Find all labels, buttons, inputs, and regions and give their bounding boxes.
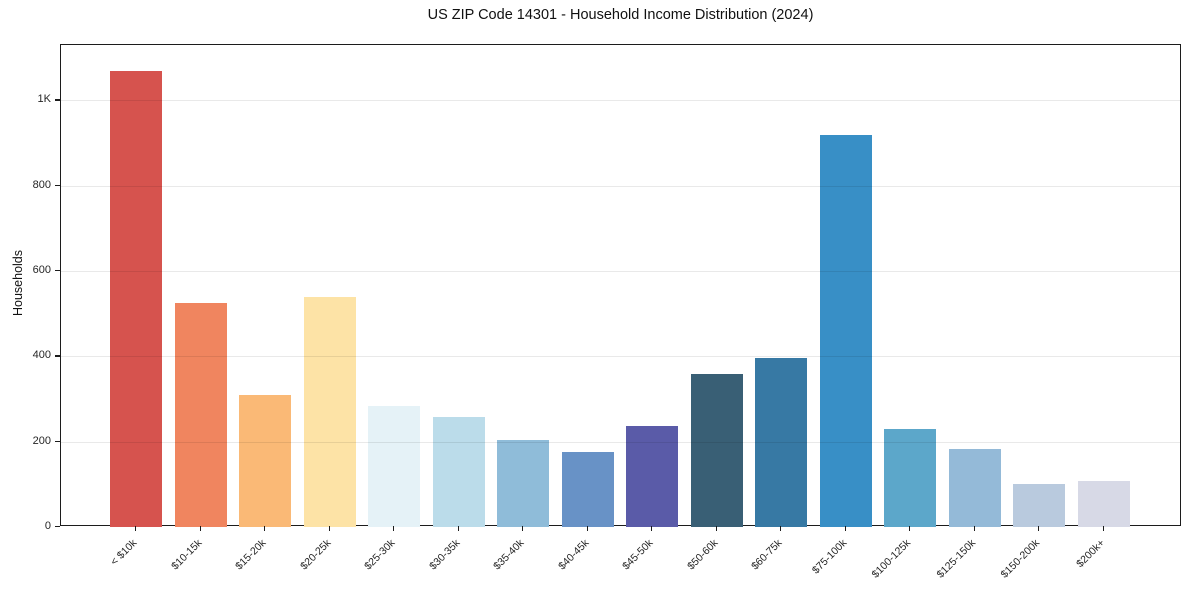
y-tick-mark: [55, 526, 60, 528]
x-tick-label: $25-30k: [362, 537, 398, 573]
y-tick-mark: [55, 270, 60, 272]
x-tick-mark: [909, 526, 911, 531]
bar-$125-150k: [948, 448, 1001, 527]
x-tick-label: $15-20k: [233, 537, 269, 573]
x-tick-label: $100-125k: [870, 537, 914, 581]
x-tick-label: $75-100k: [809, 537, 850, 577]
plot-area: [60, 44, 1181, 527]
bar-$25-30k: [368, 405, 421, 527]
y-tick-mark: [55, 440, 60, 442]
x-tick-label: $20-25k: [297, 537, 334, 573]
x-tick-mark: [1038, 526, 1040, 531]
x-tick-mark: [393, 526, 395, 531]
x-tick-mark: [844, 526, 846, 531]
bar-$50-60k: [690, 373, 743, 527]
bar-$35-40k: [497, 440, 550, 527]
chart-title: US ZIP Code 14301 - Household Income Dis…: [427, 7, 814, 23]
y-tick-mark: [55, 184, 60, 186]
y-tick-mark: [55, 355, 60, 357]
y-tick-label: 800: [32, 178, 51, 191]
gridline-800: [61, 185, 1180, 187]
x-tick-mark: [328, 526, 330, 531]
y-tick-label: 1K: [37, 93, 51, 106]
x-tick-label: $50-60k: [684, 537, 721, 573]
x-tick-mark: [1102, 526, 1104, 531]
bar-$45-50k: [626, 425, 679, 527]
y-tick-mark: [55, 99, 60, 101]
y-tick-label: 400: [32, 349, 51, 362]
x-tick-label: $125-150k: [934, 537, 979, 581]
x-tick-label: $10-15k: [168, 537, 205, 573]
bar-$40-45k: [561, 451, 614, 527]
y-tick-label: 0: [44, 520, 51, 532]
bar-$75-100k: [819, 134, 872, 527]
gridline-600: [61, 271, 1180, 273]
x-tick-label: $150-200k: [998, 537, 1043, 581]
x-tick-label: $30-35k: [426, 537, 463, 573]
x-tick-mark: [264, 526, 266, 531]
x-tick-mark: [586, 526, 588, 531]
bar-$150-200k: [1013, 484, 1066, 527]
x-tick-mark: [457, 526, 459, 531]
x-tick-mark: [522, 526, 524, 531]
bar-$10-15k: [174, 303, 227, 527]
x-tick-mark: [973, 526, 975, 531]
x-tick-label: < $10k: [108, 537, 140, 568]
x-tick-label: $60-75k: [749, 537, 785, 573]
y-tick-label: 600: [32, 264, 51, 277]
x-tick-label: $200k+: [1073, 537, 1108, 571]
x-tick-mark: [715, 526, 717, 531]
gridline-1K: [61, 100, 1180, 102]
x-tick-label: $35-40k: [491, 537, 527, 573]
gridline-200: [61, 441, 1180, 443]
x-tick-mark: [199, 526, 201, 531]
bar-$30-35k: [432, 416, 485, 527]
bar-$15-20k: [239, 394, 292, 527]
bar-$200k+: [1077, 481, 1130, 527]
y-tick-label: 200: [32, 434, 51, 447]
bar-< $10k: [110, 70, 163, 527]
x-tick-mark: [651, 526, 653, 531]
x-tick-mark: [135, 526, 137, 531]
gridline-400: [61, 356, 1180, 358]
bar-$20-25k: [303, 296, 356, 527]
bar-$100-125k: [884, 429, 937, 527]
x-tick-mark: [780, 526, 782, 531]
x-tick-label: $40-45k: [555, 537, 592, 573]
bar-$60-75k: [755, 357, 808, 527]
x-tick-label: $45-50k: [620, 537, 656, 573]
y-axis-label: Households: [11, 250, 25, 317]
